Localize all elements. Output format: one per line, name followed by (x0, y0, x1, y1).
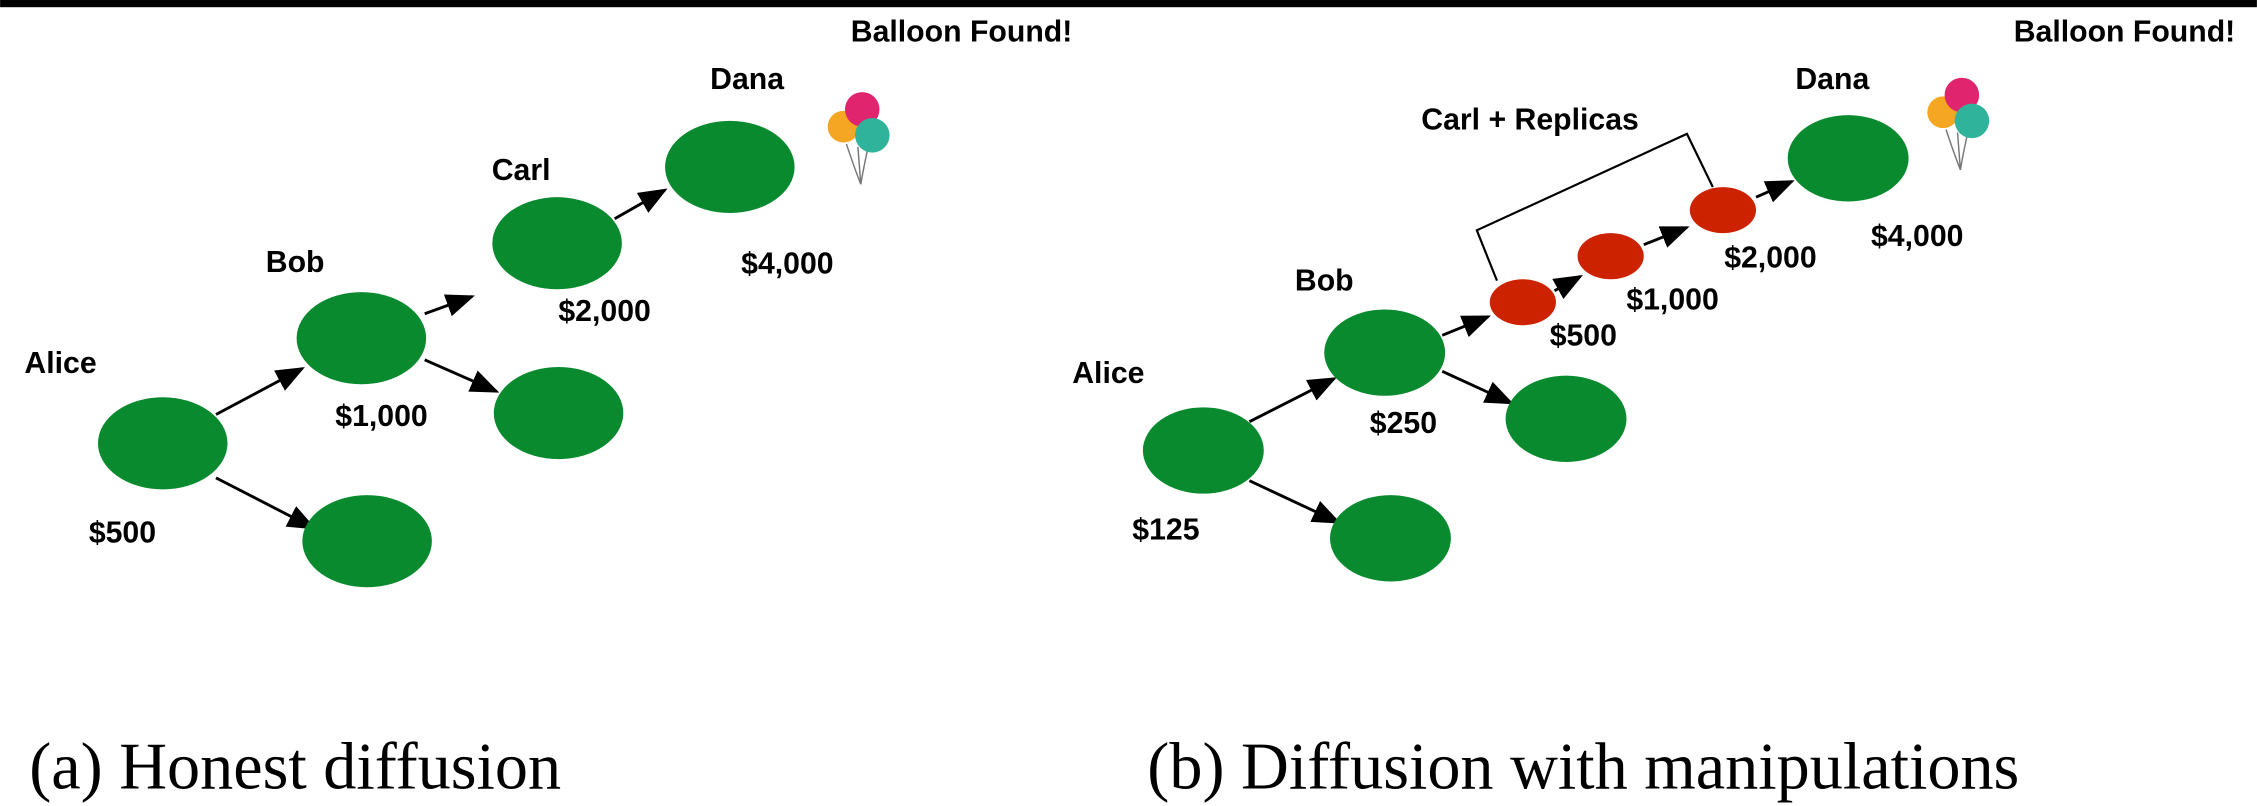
arrow (1555, 276, 1581, 290)
node (1788, 115, 1909, 201)
node-reward: $500 (89, 517, 156, 550)
arrow (1442, 317, 1488, 336)
node (98, 397, 228, 489)
node (1506, 376, 1627, 462)
node (1143, 407, 1264, 493)
arrow (1249, 481, 1338, 523)
diagram: Alice $500 Bob $1,000 Carl $2,000 Dana $… (0, 0, 2257, 806)
panel-a: Alice $500 Bob $1,000 Carl $2,000 Dana $… (24, 16, 1072, 804)
caption: (b) Diffusion with manipulations (1147, 731, 2019, 804)
node (492, 197, 622, 289)
node (494, 367, 624, 459)
node-reward: $250 (1370, 407, 1437, 440)
node (1330, 495, 1451, 581)
balloon-label: Balloon Found! (2014, 16, 2236, 49)
node-reward: $4,000 (1871, 220, 1963, 253)
balloon-label: Balloon Found! (851, 16, 1073, 49)
node (302, 495, 432, 587)
caption: (a) Honest diffusion (29, 731, 561, 804)
arrow (216, 478, 314, 528)
arrow (1249, 379, 1334, 422)
node-reward: $125 (1132, 514, 1199, 547)
node-name: Alice (1072, 357, 1144, 390)
arrow (425, 296, 472, 313)
replica-reward: $2,000 (1724, 242, 1816, 275)
node-name: Dana (710, 63, 784, 96)
balloons-icon (1927, 78, 1989, 170)
replica-label: Carl + Replicas (1421, 104, 1639, 137)
node-name: Dana (1795, 63, 1869, 96)
arrow (1644, 227, 1687, 244)
node-reward: $1,000 (335, 400, 427, 433)
replica-reward: $500 (1550, 319, 1617, 352)
replica-reward: $1,000 (1626, 283, 1718, 316)
node (665, 121, 795, 213)
node-reward: $2,000 (558, 295, 650, 328)
node-name: Bob (1295, 265, 1354, 298)
page: {"panels": [ {"balloon_label": "Balloon … (0, 0, 2257, 806)
replica-node (1490, 279, 1556, 325)
panel-b: Alice $125 Bob $250 Dana $4,000 Carl + R… (1072, 16, 2235, 804)
node-name: Alice (24, 347, 96, 380)
arrow (1756, 181, 1792, 197)
replica-node (1690, 187, 1756, 233)
replica-node (1578, 233, 1644, 279)
node-reward: $4,000 (741, 247, 833, 280)
top-border (0, 0, 2257, 7)
node (1324, 309, 1445, 395)
arrow (615, 190, 665, 219)
node-name: Bob (266, 246, 325, 279)
arrow (216, 368, 302, 414)
node (297, 292, 427, 384)
balloons-icon (828, 92, 890, 184)
node-name: Carl (492, 154, 551, 187)
arrow (425, 360, 497, 392)
arrow (1442, 371, 1511, 403)
